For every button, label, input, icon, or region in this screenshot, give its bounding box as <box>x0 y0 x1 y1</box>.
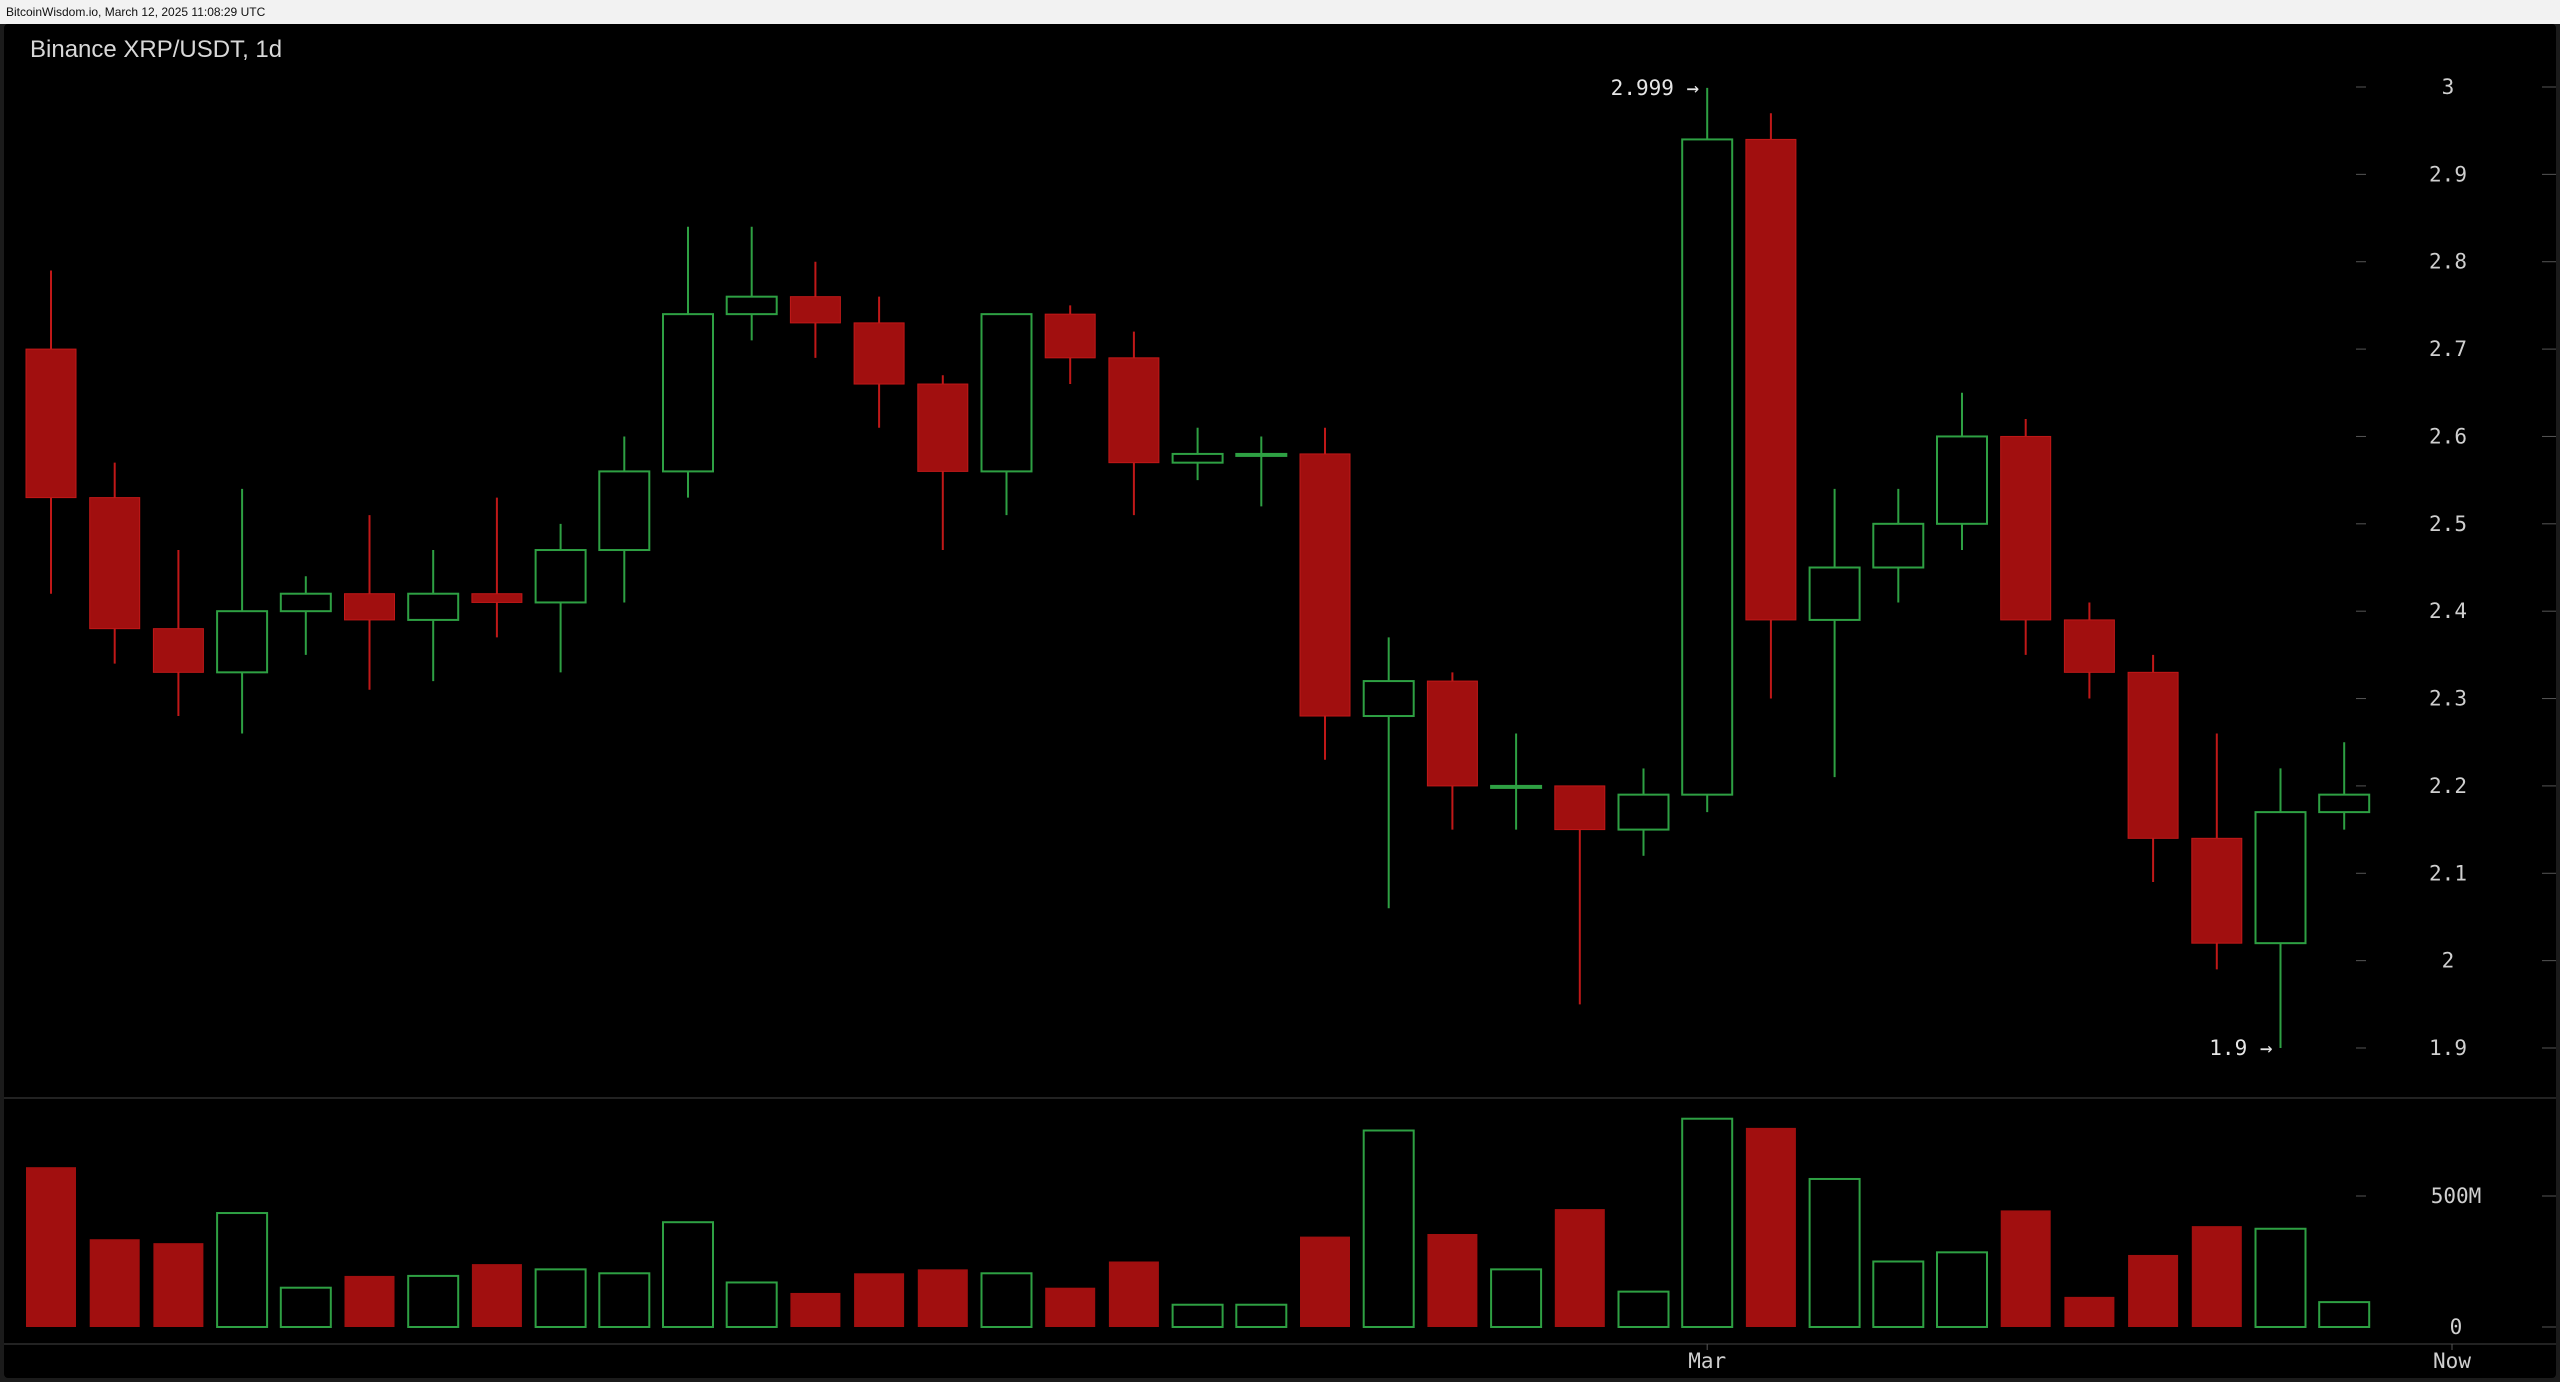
volume-tick-label: 0 <box>2450 1315 2463 1339</box>
volume-bar-up[interactable] <box>279 1286 332 1328</box>
candle-body-down[interactable] <box>152 628 204 673</box>
price-tick-label: 2.3 <box>2429 687 2467 711</box>
volume-bar-up[interactable] <box>1872 1260 1925 1328</box>
candle-body-down[interactable] <box>853 322 905 385</box>
volume-bar-up[interactable] <box>1235 1303 1288 1328</box>
volume-bar-down[interactable] <box>1045 1287 1096 1327</box>
volume-bar-up[interactable] <box>1362 1129 1415 1328</box>
volume-bar-down[interactable] <box>854 1273 905 1327</box>
time-tick-label: Mar <box>1688 1349 1726 1373</box>
volume-bar-down[interactable] <box>344 1275 395 1327</box>
candle-body-down[interactable] <box>2000 435 2052 621</box>
price-tick-label: 2.4 <box>2429 599 2467 623</box>
candle-body-up[interactable] <box>725 295 778 316</box>
candlestick-chart[interactable]: 1.9 2 2.1 2.2 2.3 2.4 2.5 2.6 2.7 2.8 2.9 3 0 500M Mar… <box>4 24 2556 1378</box>
volume-tick-label: 500M <box>2431 1184 2482 1208</box>
candle-body-down[interactable] <box>1108 357 1160 464</box>
price-tick-label: 2.9 <box>2429 162 2467 186</box>
volume-bar-up[interactable] <box>2318 1301 2371 1328</box>
candle-body-down[interactable] <box>1554 785 1606 831</box>
candle-body-up[interactable] <box>662 313 714 473</box>
volume-bar-down[interactable] <box>153 1243 204 1327</box>
candle-body-up[interactable] <box>1808 566 1861 621</box>
candle-body-up[interactable] <box>1235 452 1288 457</box>
volume-bar-down[interactable] <box>2128 1254 2179 1327</box>
volume-bar-down[interactable] <box>2191 1226 2242 1327</box>
top-caption-bar: BitcoinWisdom.io, March 12, 2025 11:08:2… <box>0 0 2560 24</box>
volume-bar-down[interactable] <box>89 1239 140 1327</box>
candle-body-up[interactable] <box>407 592 460 621</box>
volume-bar-down[interactable] <box>917 1269 968 1327</box>
candle-body-down[interactable] <box>1044 313 1096 359</box>
volume-bar-down[interactable] <box>1554 1209 1605 1327</box>
price-tick-label: 2.6 <box>2429 424 2467 448</box>
candle-body-down[interactable] <box>789 296 841 324</box>
volume-bar-up[interactable] <box>407 1274 460 1329</box>
volume-bar-down[interactable] <box>790 1292 841 1327</box>
price-tick-label: 2.8 <box>2429 250 2467 274</box>
volume-bar-up[interactable] <box>1681 1117 1734 1328</box>
price-tick-label: 1.9 <box>2429 1036 2467 1060</box>
volume-bar-down[interactable] <box>1745 1127 1796 1327</box>
volume-bar-up[interactable] <box>980 1272 1033 1329</box>
candle-body-up[interactable] <box>598 470 651 552</box>
candle-body-down[interactable] <box>1745 138 1797 621</box>
volume-bar-down[interactable] <box>1108 1261 1159 1328</box>
candle-body-down[interactable] <box>1426 680 1478 787</box>
volume-bar-up[interactable] <box>1490 1268 1543 1328</box>
candle-body-up[interactable] <box>1617 793 1670 831</box>
volume-bar-down[interactable] <box>471 1264 522 1327</box>
chart-panel: Binance XRP/USDT, 1d 1.9 2 2.1 2.2 2.3 2.4 2.5… <box>4 24 2556 1378</box>
candle-body-up[interactable] <box>1171 452 1224 464</box>
candle-body-up[interactable] <box>1490 784 1543 789</box>
price-tick-label: 2 <box>2442 949 2455 973</box>
candle-body-down[interactable] <box>2127 671 2179 839</box>
time-tick-label: Now <box>2433 1349 2471 1373</box>
price-tick-label: 2.2 <box>2429 774 2467 798</box>
candle-body-up[interactable] <box>279 592 332 613</box>
candle-body-down[interactable] <box>25 348 77 499</box>
candle-body-down[interactable] <box>471 593 523 603</box>
candle-body-up[interactable] <box>2318 793 2371 814</box>
volume-bar-down[interactable] <box>26 1167 76 1327</box>
candle-body-up[interactable] <box>980 313 1033 473</box>
candle-body-up[interactable] <box>1681 138 1734 796</box>
price-tick-label: 2.1 <box>2429 861 2467 885</box>
candle-body-up[interactable] <box>2254 811 2307 945</box>
candle-body-down[interactable] <box>89 497 141 630</box>
price-annotation-label: 2.999 → <box>1611 76 1700 100</box>
price-tick-label: 2.5 <box>2429 512 2467 536</box>
candle-body-down[interactable] <box>2191 837 2243 944</box>
price-tick-label: 3 <box>2442 75 2455 99</box>
volume-bar-down[interactable] <box>2064 1296 2115 1327</box>
volume-bar-up[interactable] <box>534 1268 587 1328</box>
volume-bar-up[interactable] <box>725 1281 778 1328</box>
volume-bar-down[interactable] <box>2000 1210 2051 1327</box>
volume-bar-up[interactable] <box>1617 1290 1670 1329</box>
candle-body-up[interactable] <box>1872 522 1925 569</box>
volume-bar-down[interactable] <box>1427 1233 1478 1327</box>
candle-body-up[interactable] <box>1362 680 1415 718</box>
candle-body-down[interactable] <box>344 593 395 621</box>
volume-bar-up[interactable] <box>1171 1303 1224 1328</box>
caption-text: BitcoinWisdom.io, March 12, 2025 11:08:2… <box>6 5 266 19</box>
price-annotation-label: 1.9 → <box>2209 1036 2272 1060</box>
candle-body-down[interactable] <box>1299 453 1351 717</box>
volume-bar-up[interactable] <box>216 1212 269 1329</box>
volume-bar-up[interactable] <box>662 1221 714 1328</box>
candle-body-up[interactable] <box>534 549 587 604</box>
chart-title: Binance XRP/USDT, 1d <box>30 36 283 63</box>
candle-body-down[interactable] <box>2063 619 2115 673</box>
volume-bar-up[interactable] <box>1936 1251 1988 1328</box>
volume-bar-down[interactable] <box>1300 1236 1350 1327</box>
candle-body-down[interactable] <box>917 383 969 472</box>
candle-body-up[interactable] <box>1936 435 1988 525</box>
volume-bar-up[interactable] <box>2254 1227 2307 1328</box>
candle-body-up[interactable] <box>216 610 269 674</box>
volume-bar-up[interactable] <box>1808 1177 1861 1328</box>
price-tick-label: 2.7 <box>2429 337 2467 361</box>
volume-bar-up[interactable] <box>598 1272 651 1329</box>
